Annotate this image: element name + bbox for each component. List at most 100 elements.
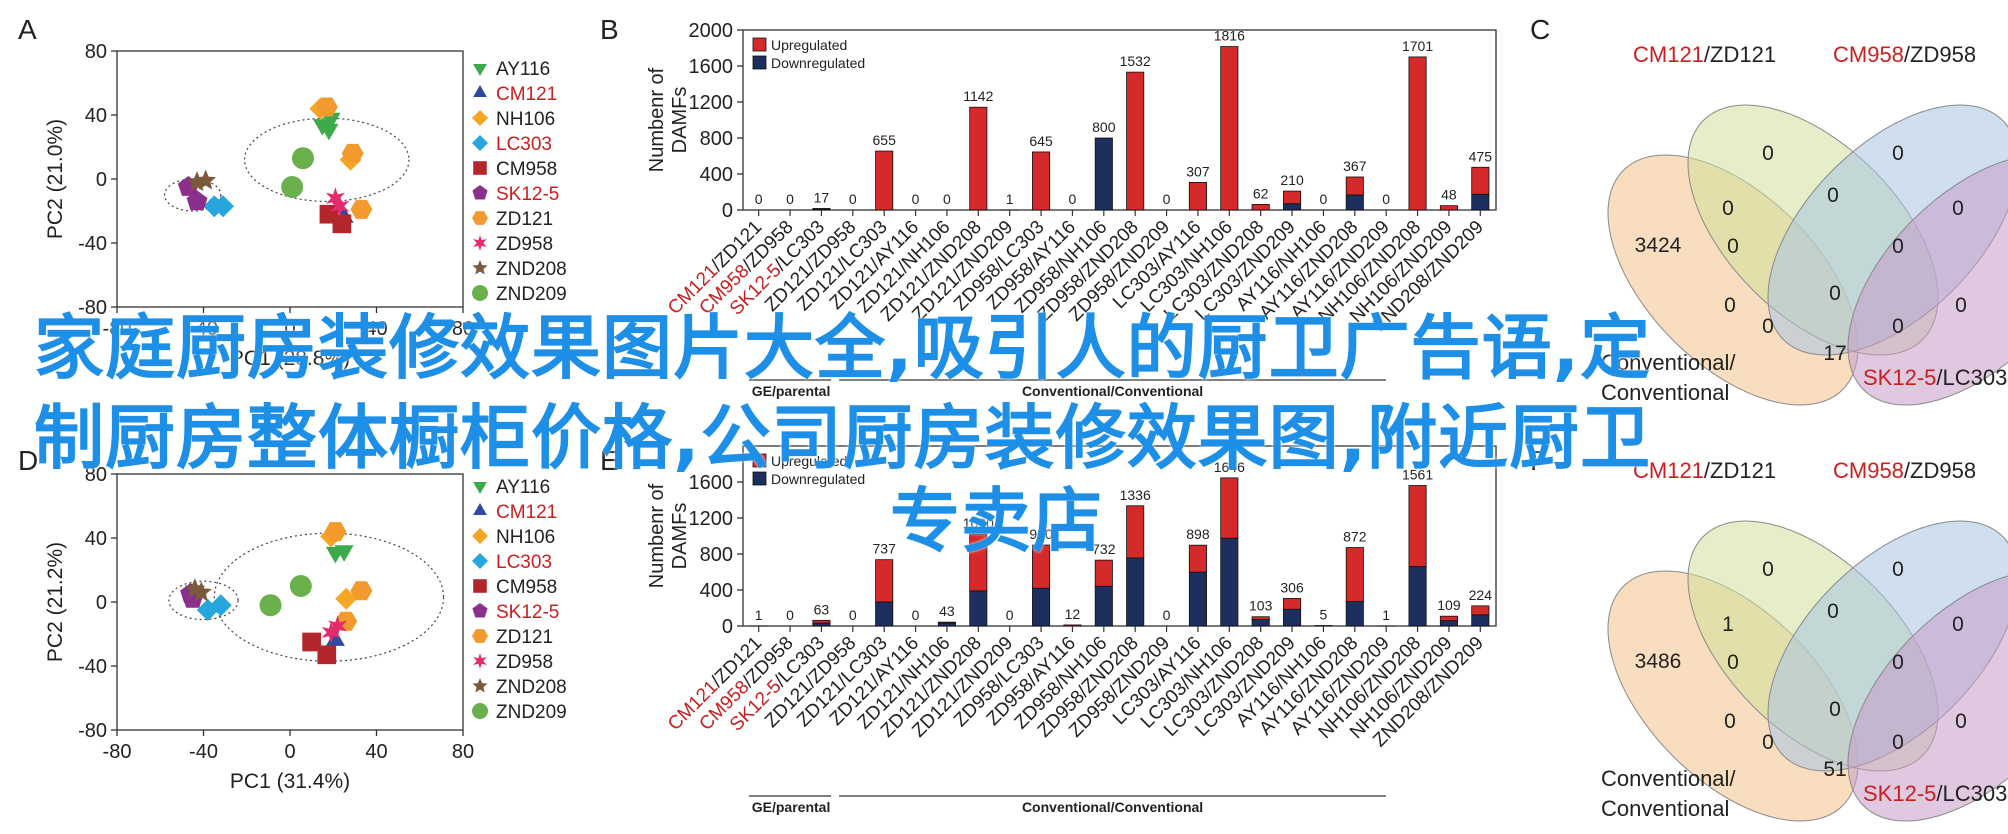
bar-total-label: 17 <box>814 189 830 205</box>
bar-upregulated <box>1220 477 1239 539</box>
venn-count: 1 <box>1722 613 1734 636</box>
panel-letter: B <box>600 14 619 45</box>
bar-downregulated <box>812 622 831 627</box>
bar-total-label: 367 <box>1343 158 1367 174</box>
bar-downregulated <box>1094 137 1113 211</box>
bar-total-label: 1816 <box>1214 28 1245 44</box>
bar-upregulated <box>1188 544 1207 573</box>
legend-label: AY116 <box>496 477 550 498</box>
bar-downregulated <box>1408 566 1427 627</box>
venn-count: 0 <box>1955 294 1967 317</box>
venn-set-label: SK12-5/LC303 <box>1863 365 2007 390</box>
venn-set-label: CM958/ZD958 <box>1833 42 1976 67</box>
point-zd958 <box>325 187 345 210</box>
y-tick-label: 80 <box>85 464 107 486</box>
venn-count: 51 <box>1823 758 1846 781</box>
venn-count: 0 <box>1727 651 1739 674</box>
venn-count: 0 <box>1892 731 1904 754</box>
legend-marker-zd121 <box>472 211 488 225</box>
y-tick-label: -40 <box>78 656 107 678</box>
bar-upregulated <box>1408 56 1427 211</box>
legend-label: AY116 <box>496 59 550 80</box>
bar-upregulated <box>1032 544 1051 589</box>
legend-label: NH106 <box>496 109 555 130</box>
x-tick-label: 80 <box>452 741 474 763</box>
plot-frame <box>742 29 1497 211</box>
legend-swatch-upregulated <box>752 453 767 468</box>
panel-letter: D <box>18 445 38 476</box>
bar-downregulated <box>1251 619 1270 627</box>
venn-ellipse <box>1847 570 2008 822</box>
bar-total-label: 645 <box>1029 133 1053 149</box>
y-axis-title-line2: DAMFs <box>669 503 691 570</box>
bar-upregulated <box>1283 598 1302 610</box>
bar-total-label: 43 <box>939 603 955 619</box>
bar-total-label: 0 <box>1163 191 1171 207</box>
point-sk12-5 <box>186 190 208 211</box>
bar-upregulated <box>1126 505 1145 559</box>
bar-downregulated <box>969 590 988 627</box>
venn-count: 0 <box>1892 315 1904 338</box>
point-zd121 <box>315 97 338 117</box>
bar-total-label: 800 <box>1092 119 1116 135</box>
venn-count: 0 <box>1762 315 1774 338</box>
plot-frame <box>742 445 1497 627</box>
bar-total-label: 307 <box>1186 163 1210 179</box>
venn-count: 0 <box>1827 184 1839 207</box>
legend-label: LC303 <box>496 134 552 155</box>
bar-total-label: 1142 <box>963 88 993 104</box>
legend-marker-nh106 <box>472 528 488 544</box>
bar-downregulated <box>1188 571 1207 627</box>
point-nh106 <box>335 587 358 610</box>
y-tick-label: -40 <box>78 233 107 255</box>
venn-count: 0 <box>1724 294 1736 317</box>
venn-count: 3486 <box>1635 650 1682 673</box>
y-tick-label: 0 <box>722 200 733 222</box>
x-tick-label: 0 <box>284 741 295 763</box>
y-tick-label: 1200 <box>689 92 734 114</box>
legend-label-upregulated: Upregulated <box>771 37 847 53</box>
legend-marker-lc303 <box>472 135 488 151</box>
cluster-ellipse <box>213 532 445 662</box>
y-axis-title: PC2 (21.2%) <box>44 542 67 662</box>
x-tick-label: 40 <box>365 318 387 340</box>
bar-total-label: 62 <box>1253 185 1269 201</box>
venn-count: 0 <box>1762 142 1774 165</box>
x-axis-title: PC1 (31.4%) <box>230 770 350 793</box>
legend-marker-lc303 <box>472 553 488 569</box>
legend-label: ZD958 <box>496 234 553 255</box>
y-tick-label: 1600 <box>689 56 734 78</box>
venn-count: 0 <box>1827 600 1839 623</box>
venn-count: 17 <box>1823 342 1846 365</box>
point-ay116 <box>319 123 339 141</box>
y-tick-label: 800 <box>700 128 733 150</box>
venn-ellipse <box>1847 154 2008 406</box>
bar-total-label: 732 <box>1092 541 1116 557</box>
pca-panel-a: A 80 40 0 -40 -80-80 -40 0 40 80 PC1 (28.8%) PC2 (2… <box>18 14 567 370</box>
point-ay116 <box>321 112 341 130</box>
x-tick-label: -40 <box>189 318 218 340</box>
bar-total-label: 0 <box>1382 191 1390 207</box>
group-label-ge: GE/parental <box>752 799 831 815</box>
x-tick-label: -80 <box>103 741 132 763</box>
bar-downregulated <box>1126 557 1145 627</box>
y-tick-label: -80 <box>78 720 107 742</box>
venn-panel-c: C CM121/ZD121 CM958/ZD958 Conventional/Conv… <box>1530 14 2008 406</box>
bar-total-label: 48 <box>1441 187 1457 203</box>
legend-label: ZD121 <box>496 209 553 230</box>
venn-count: 0 <box>1727 235 1739 258</box>
y-tick-label: 400 <box>700 580 733 602</box>
x-tick-label: -40 <box>189 741 218 763</box>
y-tick-label: 400 <box>700 164 733 186</box>
point-zd958 <box>328 615 348 637</box>
bar-downregulated <box>1032 587 1051 627</box>
legend-label: LC303 <box>496 552 552 573</box>
bar-downregulated <box>1345 601 1364 627</box>
legend-marker-sk12-5 <box>472 185 488 200</box>
group-label-conventional: Conventional/Conventional <box>1022 383 1203 399</box>
bar-upregulated <box>1439 615 1458 622</box>
bar-total-label: 0 <box>1320 191 1328 207</box>
